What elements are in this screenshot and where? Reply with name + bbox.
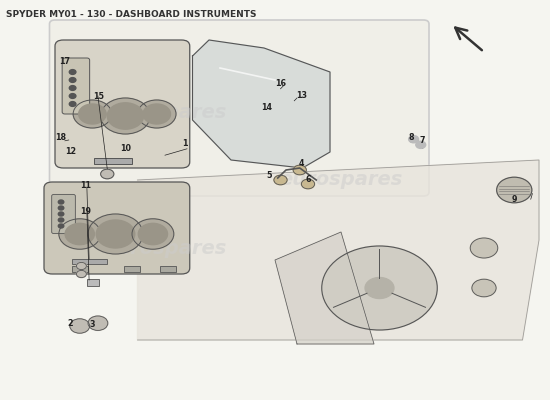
Circle shape	[73, 100, 112, 128]
Circle shape	[138, 100, 176, 128]
Circle shape	[416, 141, 426, 148]
Text: 17: 17	[59, 58, 70, 66]
Text: SPYDER MY01 - 130 - DASHBOARD INSTRUMENTS: SPYDER MY01 - 130 - DASHBOARD INSTRUMENT…	[6, 10, 256, 19]
Circle shape	[365, 278, 394, 298]
Text: 8: 8	[409, 134, 414, 142]
Bar	[160, 266, 176, 272]
Text: 13: 13	[296, 91, 307, 100]
Circle shape	[58, 224, 64, 228]
Circle shape	[69, 70, 76, 74]
Circle shape	[58, 212, 64, 216]
Circle shape	[88, 316, 108, 330]
Polygon shape	[138, 160, 539, 340]
Text: 4: 4	[299, 160, 304, 168]
Circle shape	[76, 262, 86, 270]
Text: 10: 10	[120, 144, 131, 153]
Text: 3: 3	[90, 320, 95, 329]
Text: 9: 9	[512, 195, 517, 204]
Text: eurospares: eurospares	[103, 102, 227, 122]
Text: 1: 1	[183, 140, 188, 148]
Text: 2: 2	[67, 320, 73, 328]
FancyBboxPatch shape	[50, 20, 429, 196]
FancyBboxPatch shape	[52, 194, 75, 234]
Circle shape	[79, 104, 106, 124]
Circle shape	[69, 102, 76, 106]
Circle shape	[470, 238, 498, 258]
Circle shape	[497, 177, 532, 203]
Circle shape	[293, 165, 306, 175]
FancyBboxPatch shape	[62, 58, 90, 114]
Circle shape	[132, 219, 174, 249]
Bar	[124, 266, 140, 272]
Circle shape	[301, 179, 315, 189]
Circle shape	[101, 169, 114, 179]
Circle shape	[138, 223, 168, 245]
Text: eurospares: eurospares	[103, 238, 227, 258]
Text: 12: 12	[65, 147, 76, 156]
Polygon shape	[192, 40, 330, 168]
Text: 16: 16	[275, 79, 286, 88]
Bar	[94, 158, 132, 164]
Bar	[72, 259, 107, 264]
Text: 18: 18	[55, 134, 66, 142]
Circle shape	[409, 136, 419, 143]
Circle shape	[69, 94, 76, 98]
Text: 5: 5	[267, 171, 272, 180]
Circle shape	[59, 219, 101, 249]
Polygon shape	[275, 232, 374, 344]
Circle shape	[88, 214, 143, 254]
Text: 11: 11	[80, 182, 91, 190]
Circle shape	[58, 206, 64, 210]
Circle shape	[58, 218, 64, 222]
Bar	[72, 266, 88, 272]
FancyBboxPatch shape	[55, 40, 190, 168]
Circle shape	[69, 86, 76, 90]
Circle shape	[65, 223, 95, 245]
Circle shape	[58, 200, 64, 204]
Text: 15: 15	[94, 92, 104, 101]
Text: 6: 6	[305, 175, 311, 184]
Text: 19: 19	[80, 207, 91, 216]
Circle shape	[101, 98, 150, 134]
Circle shape	[472, 279, 496, 297]
Bar	[87, 279, 99, 286]
Text: eurospares: eurospares	[279, 170, 403, 190]
Circle shape	[274, 175, 287, 185]
Circle shape	[69, 78, 76, 82]
FancyBboxPatch shape	[44, 182, 190, 274]
Text: 14: 14	[261, 104, 272, 112]
Circle shape	[70, 319, 90, 333]
Circle shape	[96, 220, 135, 248]
Text: 7: 7	[420, 136, 425, 145]
Circle shape	[143, 104, 170, 124]
Circle shape	[322, 246, 437, 330]
Circle shape	[76, 270, 86, 278]
Circle shape	[107, 103, 144, 129]
